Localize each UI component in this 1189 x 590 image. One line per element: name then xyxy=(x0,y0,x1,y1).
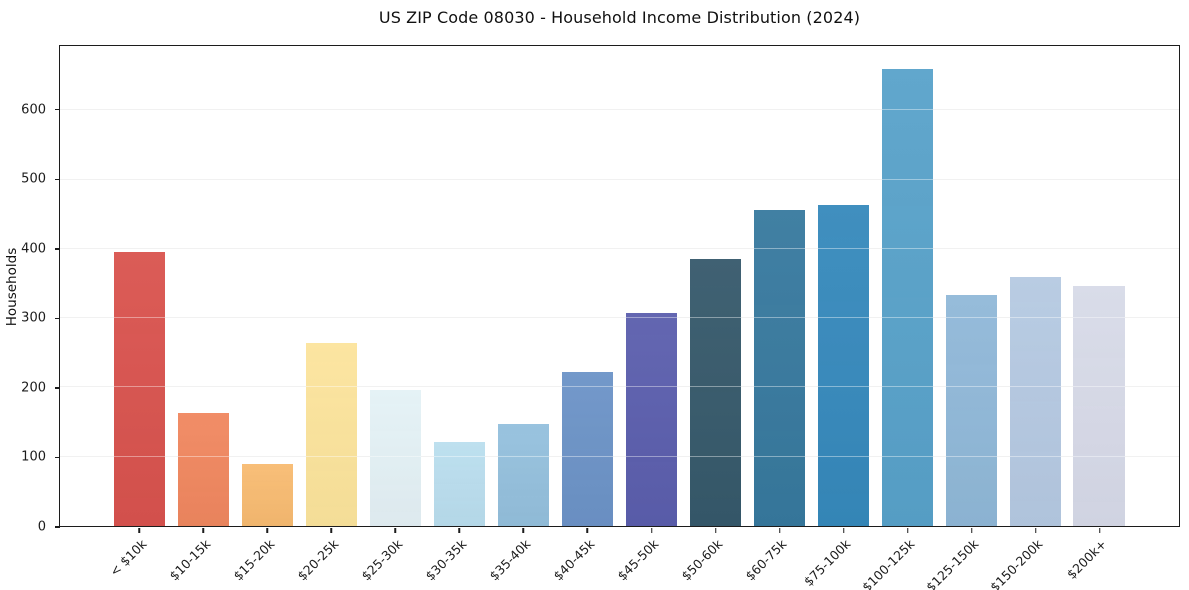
bar-$100-125k xyxy=(881,68,933,526)
x-tick-label: $30-35k xyxy=(422,536,470,584)
y-tick-mark xyxy=(55,387,60,389)
bar-$40-45k xyxy=(561,372,614,526)
y-tick-label: 100 xyxy=(21,449,46,465)
x-tick-label: $45-50k xyxy=(614,536,662,584)
gridline-overlay xyxy=(60,109,1179,111)
y-tick-mark xyxy=(55,178,60,180)
bar-$35-40k xyxy=(498,424,550,526)
bar-$10-15k xyxy=(178,413,230,526)
y-tick-mark xyxy=(55,108,60,111)
bar-< $10k xyxy=(114,252,166,526)
x-tick-mark xyxy=(330,528,332,533)
y-tick-mark xyxy=(55,526,60,528)
chart-title: US ZIP Code 08030 - Household Income Dis… xyxy=(378,8,861,27)
x-tick-mark xyxy=(1035,528,1037,533)
x-tick-mark xyxy=(714,528,717,533)
x-tick-label: $60-75k xyxy=(742,536,790,584)
y-tick-mark xyxy=(55,456,60,459)
y-tick-label: 300 xyxy=(21,310,46,326)
x-tick-label: $40-45k xyxy=(550,536,598,584)
y-tick-mark xyxy=(55,317,60,320)
x-tick-mark xyxy=(778,528,781,533)
x-tick-label: $35-40k xyxy=(486,536,534,584)
gridline xyxy=(60,109,1179,111)
x-tick-mark xyxy=(138,528,140,533)
x-tick-label: $100-125k xyxy=(859,536,918,590)
x-tick-mark xyxy=(266,528,268,533)
y-tick-mark xyxy=(55,248,60,250)
bar-$30-35k xyxy=(434,442,486,526)
x-tick-label: $25-30k xyxy=(358,536,406,584)
bar-$25-30k xyxy=(370,390,422,526)
x-tick-mark xyxy=(458,528,461,533)
y-tick-label: 500 xyxy=(21,171,46,187)
x-tick-mark xyxy=(522,528,525,533)
x-tick-label: $15-20k xyxy=(230,536,278,584)
x-tick-mark xyxy=(394,528,397,533)
x-tick-mark xyxy=(202,528,204,533)
bar-$75-100k xyxy=(817,205,869,526)
bar-$125-150k xyxy=(945,295,997,526)
x-axis: < $10k $10-15k $15-20k $20-25k $25-30k $30-35… xyxy=(59,527,1180,590)
bar-$60-75k xyxy=(753,210,805,526)
x-tick-label: $75-100k xyxy=(800,536,854,589)
gridline xyxy=(60,386,1179,388)
gridline-overlay xyxy=(60,317,1179,319)
y-tick-label: 0 xyxy=(37,519,46,535)
bar-$15-20k xyxy=(242,463,294,526)
x-tick-label: $10-15k xyxy=(165,536,214,584)
bar-$50-60k xyxy=(689,258,741,526)
x-tick-mark xyxy=(650,528,653,533)
y-tick-label: 400 xyxy=(21,241,46,257)
y-axis: 0 100 200 300 400 500 600 xyxy=(0,45,60,534)
x-tick-mark xyxy=(842,528,845,533)
x-tick-mark xyxy=(586,528,589,533)
gridline-overlay xyxy=(60,178,1179,180)
plot-area xyxy=(59,45,1180,527)
x-tick-mark xyxy=(1099,528,1101,533)
bar-$150-200k xyxy=(1009,276,1061,526)
y-tick-label: 600 xyxy=(21,102,46,118)
gridline xyxy=(60,317,1179,319)
gridline xyxy=(60,455,1179,457)
x-tick-label: $20-25k xyxy=(294,536,342,584)
gridline-overlay xyxy=(60,455,1179,457)
gridline-overlay xyxy=(60,386,1179,388)
gridline xyxy=(60,247,1179,249)
x-tick-label: $125-150k xyxy=(923,536,982,590)
x-tick-label: < $10k xyxy=(106,536,149,580)
gridline xyxy=(60,178,1179,180)
x-tick-mark xyxy=(971,528,973,533)
bar-$20-25k xyxy=(306,343,358,526)
x-tick-label: $200k+ xyxy=(1064,536,1110,582)
x-tick-label: $50-60k xyxy=(678,536,726,584)
x-tick-mark xyxy=(907,528,909,533)
x-tick-label: $150-200k xyxy=(987,536,1046,590)
gridline-overlay xyxy=(60,247,1179,249)
bar-$200k+ xyxy=(1073,285,1125,526)
y-tick-label: 200 xyxy=(21,380,46,396)
bar-$45-50k xyxy=(625,313,678,526)
